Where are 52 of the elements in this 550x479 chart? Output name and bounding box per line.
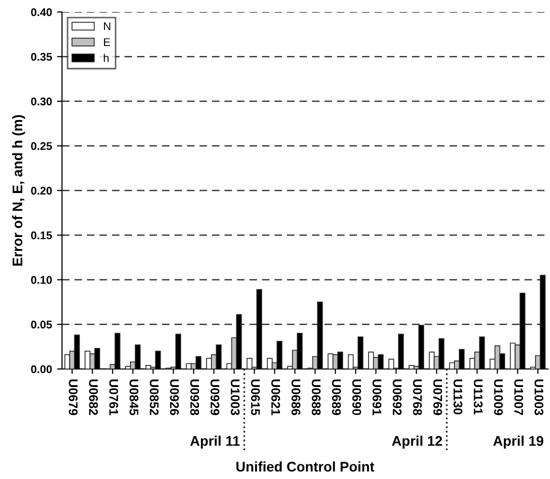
x-tick-label: U0621 [271, 379, 280, 416]
bar [368, 352, 374, 369]
y-tick-label: 0.25 [31, 142, 52, 150]
x-tick-label: U0845 [130, 379, 138, 416]
x-tick-label: U0679 [68, 379, 78, 416]
x-tick-label: U0686 [292, 379, 300, 416]
x-tick-label: U1003 [230, 379, 240, 416]
x-tick-label: U1003 [534, 379, 544, 416]
legend-label: E [104, 38, 110, 46]
y-tick-label: 0.15 [31, 231, 52, 240]
x-tick-label: U0761 [109, 379, 118, 416]
y-tick-label: 0.00 [31, 365, 52, 374]
x-tick-label: U1130 [454, 379, 462, 414]
y-tick-label: 0.30 [31, 98, 52, 106]
x-tick-label: U1007 [514, 379, 524, 416]
text: April 19 [493, 436, 544, 449]
x-tick-label: U0691 [372, 379, 382, 416]
bar [84, 350, 90, 369]
y-tick-label: 0.20 [31, 186, 52, 195]
text: April 12 [392, 436, 442, 449]
x-tick-label: U0928 [190, 379, 200, 416]
bar [428, 352, 435, 369]
y-tick-label: 0.40 [31, 8, 52, 16]
x-tick-label: U0690 [352, 379, 362, 416]
x-axis-title: Unified Control Point [236, 461, 374, 472]
bar [348, 354, 354, 369]
bar [510, 342, 516, 369]
x-tick-label: U0688 [312, 379, 321, 416]
legend-label: h [104, 54, 109, 62]
x-tick-label: U0768 [413, 379, 422, 416]
y-axis-title: Error of N, E, and h (m) [12, 115, 26, 266]
x-tick-label: U0615 [251, 379, 260, 416]
bar [388, 358, 394, 369]
x-tick-label: U0852 [150, 379, 159, 416]
bar [186, 363, 192, 369]
x-tick-label: U0682 [89, 379, 98, 416]
y-tick-label: 0.10 [31, 276, 52, 284]
x-tick-label: U1009 [494, 379, 503, 416]
y-tick-label: 0.05 [31, 320, 52, 329]
y-tick-label: 0.35 [31, 52, 52, 61]
x-tick-label: U0926 [170, 379, 179, 416]
bar [408, 365, 414, 369]
x-tick-label: U0769 [433, 379, 442, 416]
x-tick-label: U1131 [474, 379, 483, 415]
x-tick-label: U0689 [332, 379, 341, 416]
bar [145, 365, 152, 369]
text: April 11 [190, 436, 240, 449]
x-tick-label: U0692 [392, 379, 402, 416]
legend-label: N [104, 22, 110, 30]
x-tick-label: U0929 [210, 379, 220, 416]
bar [246, 358, 252, 369]
bar [266, 358, 273, 369]
